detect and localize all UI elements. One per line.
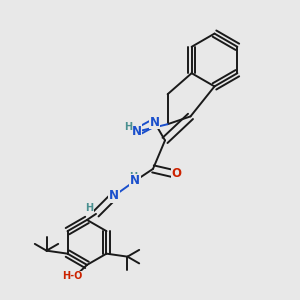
Text: H: H xyxy=(129,172,138,182)
Text: N: N xyxy=(149,116,160,129)
Text: H: H xyxy=(124,122,133,132)
Text: N: N xyxy=(109,189,119,203)
Text: N: N xyxy=(131,125,142,138)
Text: H-O: H-O xyxy=(62,271,83,281)
Text: N: N xyxy=(130,174,140,188)
Text: H: H xyxy=(85,203,94,214)
Text: O: O xyxy=(171,167,181,180)
